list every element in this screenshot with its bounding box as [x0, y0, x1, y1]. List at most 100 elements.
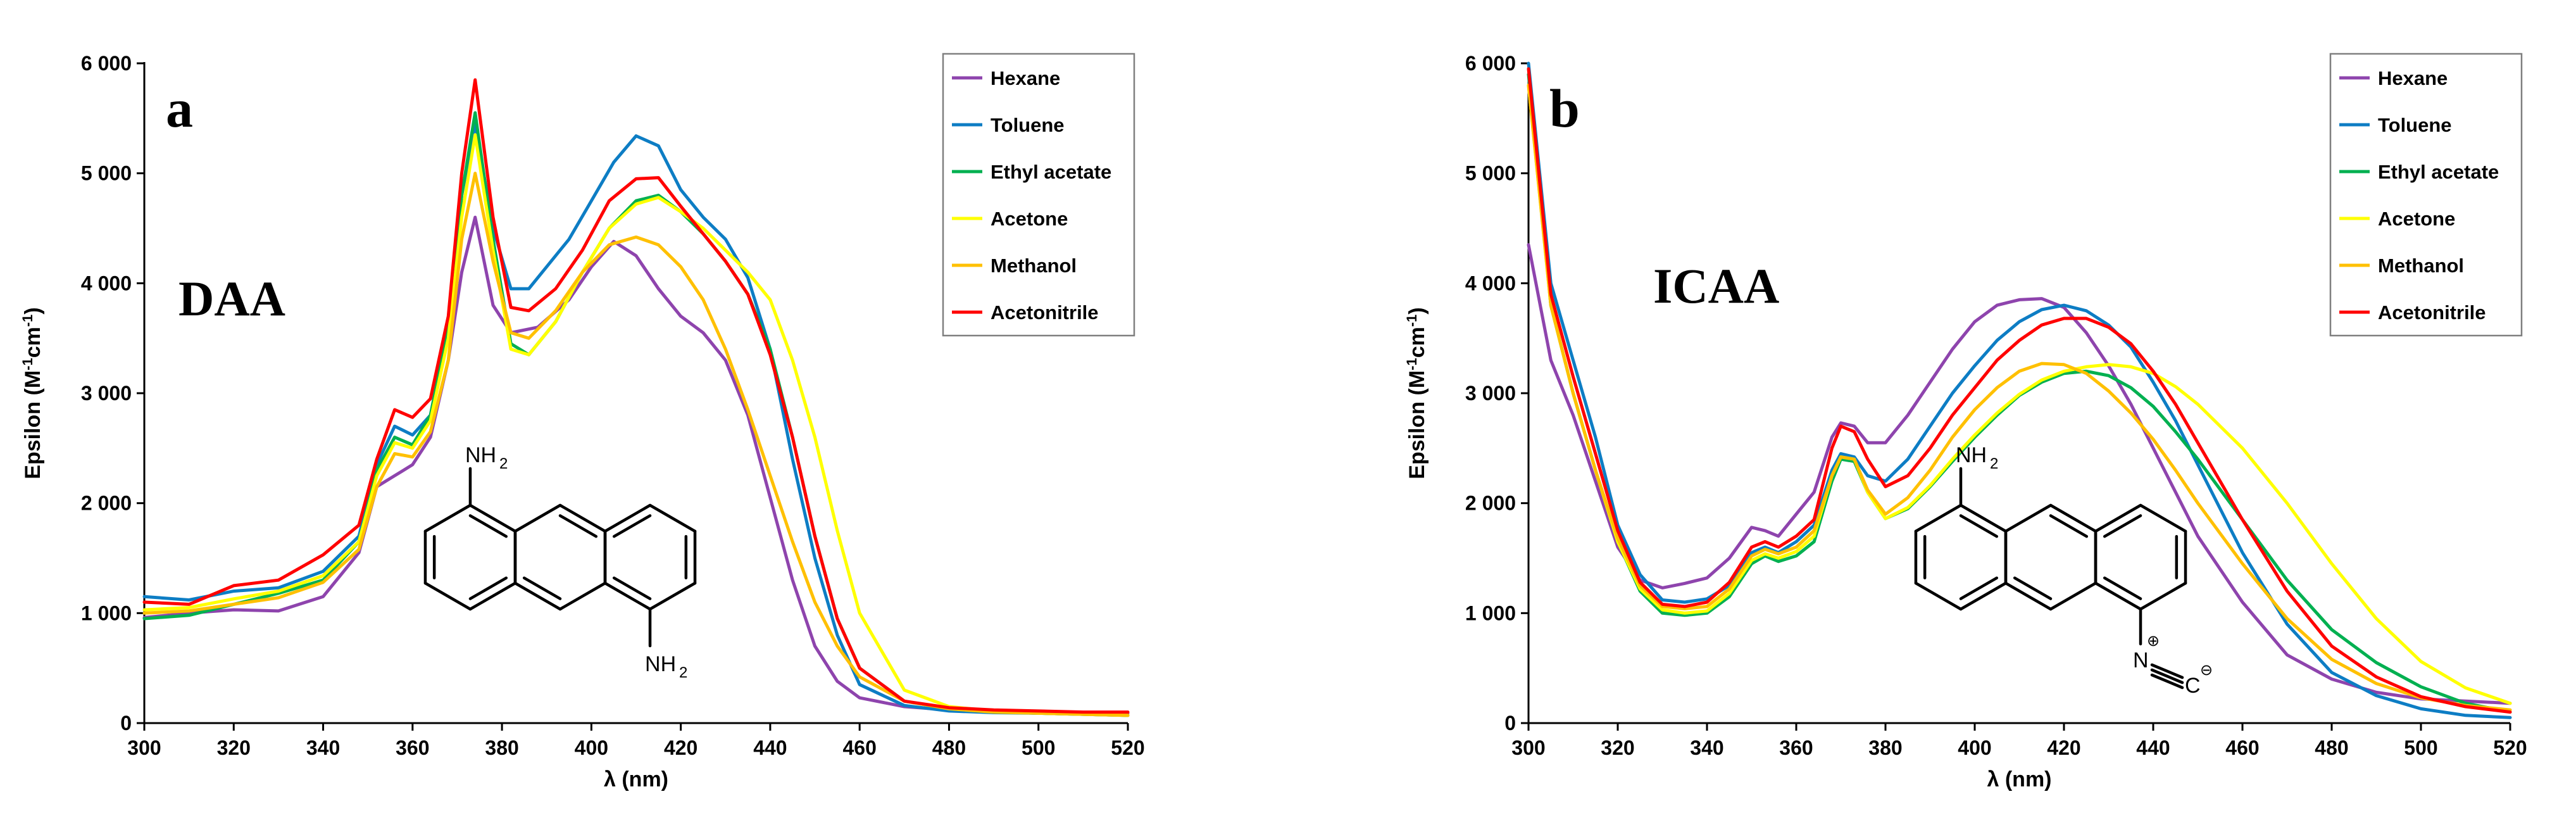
bond [1959, 503, 2008, 533]
x-tick-label: 500 [2404, 736, 2437, 759]
bond [2004, 503, 2053, 533]
y-axis-title-sup: -1 [20, 358, 35, 370]
y-tick-label: 4 000 [81, 272, 132, 294]
legend-label: Ethyl acetate [2378, 161, 2499, 183]
x-tick-label: 440 [2136, 736, 2170, 759]
x-tick-label: 460 [2225, 736, 2259, 759]
y-axis-title-sup: -1 [20, 315, 35, 327]
bond [1914, 581, 1963, 611]
x-tick-label: 360 [396, 736, 429, 759]
triple-bond [2150, 668, 2184, 684]
amino-subscript-top: 2 [1990, 455, 1998, 472]
panel-letter: b [1549, 78, 1580, 139]
double-bond [2049, 514, 2089, 538]
legend-label: Acetone [2378, 208, 2455, 230]
x-tick-label: 340 [306, 736, 340, 759]
series-line-acetonitrile [1527, 67, 2512, 714]
y-tick-label: 0 [1504, 712, 1516, 734]
y-tick-label: 6 000 [1465, 52, 1516, 75]
x-tick-label: 460 [842, 736, 876, 759]
double-bond [612, 576, 652, 600]
bond [2049, 503, 2098, 533]
chemical-structure: NH 2 N⊕ C⊖ [1914, 443, 2213, 698]
series-line-hexane [1527, 243, 2512, 705]
bond [558, 581, 607, 611]
chemical-structure: NH 2NH 2 [423, 443, 697, 681]
x-axis-title: λ (nm) [604, 767, 668, 791]
bond [1959, 581, 2008, 611]
x-tick-label: 520 [1111, 736, 1144, 759]
isocyano-n-label: N [2133, 648, 2149, 672]
legend-label: Hexane [2378, 67, 2448, 89]
x-tick-label: 300 [1511, 736, 1545, 759]
y-tick-label: 5 000 [81, 162, 132, 185]
legend-box [2329, 53, 2523, 337]
double-bond [1959, 576, 1999, 600]
legend-label: Methanol [2378, 255, 2464, 277]
y-tick-label: 5 000 [1465, 162, 1516, 185]
compound-label: DAA [178, 271, 285, 326]
double-bond [2103, 576, 2142, 600]
x-tick-label: 500 [1022, 736, 1055, 759]
y-axis-title: Epsilon (M-1cm-1) [20, 307, 46, 479]
y-tick-label: 0 [120, 712, 132, 734]
x-tick-label: 320 [1601, 736, 1634, 759]
series-line-acetone [1527, 84, 2512, 705]
amino-label-top: NH [465, 443, 496, 467]
series-line-acetone [142, 133, 1130, 717]
bond [468, 581, 517, 611]
x-tick-label: 380 [485, 736, 518, 759]
x-tick-label: 360 [1779, 736, 1813, 759]
compound-label: ICAA [1653, 258, 1779, 313]
chart-panel-b: 0 1 000 2 000 3 000 4 000 5 000 6 000 300 320 340… [1404, 52, 2527, 791]
y-tick-label: 1 000 [81, 602, 132, 624]
x-tick-label: 480 [932, 736, 966, 759]
legend-label: Acetone [991, 208, 1068, 230]
isocyano-n-charge: ⊕ [2147, 633, 2160, 650]
bond [468, 503, 517, 533]
isocyano-c-label: C [2185, 674, 2201, 698]
legend-label: Hexane [991, 67, 1060, 89]
double-bond [558, 514, 598, 538]
bond [558, 503, 607, 533]
x-tick-label: 400 [1958, 736, 1991, 759]
y-axis-title: Epsilon (M-1cm-1) [1404, 307, 1430, 479]
series-line-acetonitrile [142, 78, 1130, 714]
bond [648, 503, 697, 533]
double-bond [468, 576, 508, 600]
double-bond [2013, 576, 2053, 600]
panel-letter: a [166, 78, 193, 139]
double-bond [468, 514, 508, 538]
amino-subscript-top: 2 [499, 455, 508, 472]
y-axis-title-end: ) [21, 307, 45, 314]
legend-label: Methanol [991, 255, 1077, 277]
bond [2004, 581, 2053, 611]
x-tick-label: 520 [2493, 736, 2527, 759]
y-axis-title-end: ) [1405, 307, 1429, 314]
triple-bond [2150, 663, 2184, 679]
x-tick-label: 300 [127, 736, 161, 759]
bond [648, 581, 697, 611]
x-tick-label: 440 [753, 736, 787, 759]
legend-box [942, 53, 1135, 337]
amino-subscript-bottom: 2 [679, 664, 687, 681]
y-axis-title-sup: -1 [1404, 358, 1420, 370]
chart-panel-a: 0 1 000 2 000 3 000 4 000 5 000 6 000 300 320 340… [20, 52, 1145, 791]
isocyano-c-charge: ⊖ [2200, 662, 2213, 679]
double-bond [522, 576, 562, 600]
y-axis-title-mid: cm [21, 327, 45, 358]
bond [513, 581, 562, 611]
double-bond [2103, 514, 2142, 538]
bond [1914, 503, 1963, 533]
legend-label: Toluene [991, 114, 1065, 136]
x-tick-label: 380 [1868, 736, 1902, 759]
x-tick-label: 340 [1690, 736, 1723, 759]
amino-label-top: NH [1956, 443, 1987, 467]
bond [2049, 581, 2098, 611]
y-tick-label: 4 000 [1465, 272, 1516, 294]
triple-bond [2150, 673, 2184, 690]
x-tick-label: 480 [2315, 736, 2348, 759]
legend-label: Ethyl acetate [991, 161, 1111, 183]
series-line-toluene [1527, 61, 2512, 719]
